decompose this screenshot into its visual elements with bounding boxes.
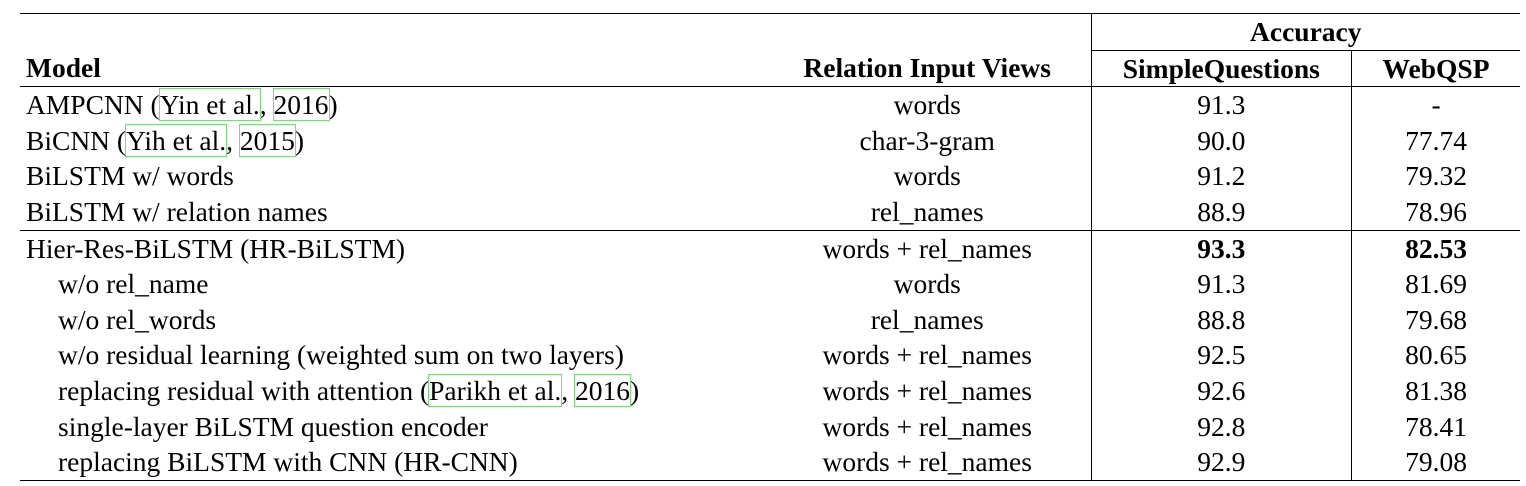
simplequestions-cell: 90.0 <box>1091 122 1353 159</box>
model-cell: replacing BiLSTM with CNN (HR-CNN) <box>20 444 764 481</box>
citation-year-link[interactable]: 2016 <box>272 88 330 122</box>
header-row-accuracy: Accuracy <box>20 13 1520 51</box>
citation-separator: , <box>226 124 240 156</box>
webqsp-cell: 81.38 <box>1405 374 1467 406</box>
views-cell: words + rel_names <box>763 337 1092 373</box>
model-cell: AMPCNN (Yin et al., 2016) <box>20 86 764 123</box>
webqsp-cell: 79.08 <box>1351 444 1520 481</box>
header-webqsp: WebQSP <box>1382 52 1490 84</box>
model-text: ) <box>630 374 640 406</box>
header-row-columns: Model Relation Input Views SimpleQuestio… <box>20 50 1520 87</box>
views-cell: words + rel_names <box>763 229 1092 267</box>
views-cell: words <box>763 266 1092 302</box>
webqsp-cell: 78.96 <box>1405 195 1467 227</box>
simplequestions-cell: 88.9 <box>1091 193 1353 231</box>
webqsp-cell: 79.68 <box>1405 303 1467 335</box>
model-cell: replacing residual with attention (Parik… <box>20 373 764 409</box>
views-cell: words <box>763 158 1092 194</box>
table-row: w/o rel_name words 91.3 81.69 <box>20 266 1520 302</box>
webqsp-cell: 79.32 <box>1405 160 1467 192</box>
webqsp-cell: 80.65 <box>1405 339 1467 371</box>
table-row: w/o residual learning (weighted sum on t… <box>20 337 1520 373</box>
table-row: Hier-Res-BiLSTM (HR-BiLSTM) words + rel_… <box>20 229 1520 267</box>
views-cell: rel_names <box>763 301 1092 338</box>
simplequestions-cell: 93.3 <box>1091 229 1353 267</box>
simplequestions-cell: 91.2 <box>1091 158 1353 194</box>
model-cell: single-layer BiLSTM question encoder <box>58 410 488 442</box>
views-cell: rel_names <box>763 193 1092 231</box>
views-cell: words + rel_names <box>763 444 1092 481</box>
model-cell: w/o residual learning (weighted sum on t… <box>58 339 624 371</box>
table-row: BiLSTM w/ words words 91.2 79.32 <box>20 158 1520 194</box>
simplequestions-cell: 91.3 <box>1091 86 1353 123</box>
citation-separator: , <box>561 374 576 406</box>
simplequestions-cell: 92.5 <box>1091 337 1353 373</box>
views-cell: char-3-gram <box>763 122 1092 159</box>
views-cell: words + rel_names <box>763 372 1092 409</box>
citation-link[interactable]: Yin et al. <box>158 88 261 122</box>
table-row: replacing BiLSTM with CNN (HR-CNN) words… <box>20 444 1520 481</box>
table-row: AMPCNN (Yin et al., 2016) words 91.3 - <box>20 86 1520 123</box>
model-cell: BiLSTM w/ words <box>26 160 234 192</box>
model-text: replacing residual with attention ( <box>58 374 430 406</box>
views-cell: words <box>763 86 1092 123</box>
webqsp-cell: - <box>1351 86 1520 123</box>
model-text: BiCNN ( <box>26 124 127 156</box>
webqsp-cell: 82.53 <box>1351 229 1520 267</box>
table-row: BiLSTM w/ relation names rel_names 88.9 … <box>20 193 1520 231</box>
header-simplequestions: SimpleQuestions <box>1091 50 1353 87</box>
results-table: Accuracy Model Relation Input Views Simp… <box>20 13 1520 481</box>
webqsp-cell: 78.41 <box>1405 410 1467 442</box>
model-cell: w/o rel_name <box>58 268 209 300</box>
model-text: ) <box>294 124 305 156</box>
model-cell: w/o rel_words <box>58 303 217 335</box>
simplequestions-cell: 92.9 <box>1091 444 1353 481</box>
simplequestions-cell: 91.3 <box>1091 266 1353 302</box>
header-blank-model <box>20 13 764 51</box>
model-cell: Hier-Res-BiLSTM (HR-BiLSTM) <box>20 229 764 267</box>
simplequestions-cell: 92.6 <box>1091 372 1353 409</box>
citation-year-link[interactable]: 2016 <box>574 373 632 407</box>
header-accuracy: Accuracy <box>1091 13 1520 51</box>
views-cell: words + rel_names <box>763 408 1092 445</box>
header-model: Model <box>26 52 101 84</box>
citation-link[interactable]: Parikh et al. <box>428 373 563 407</box>
model-cell: BiCNN (Yih et al., 2015) <box>20 123 764 159</box>
header-relation-input-views: Relation Input Views <box>763 50 1092 87</box>
citation-year-link[interactable]: 2015 <box>238 123 296 157</box>
simplequestions-cell: 88.8 <box>1091 301 1353 338</box>
model-cell: BiLSTM w/ relation names <box>26 195 328 227</box>
webqsp-cell: 77.74 <box>1405 124 1467 156</box>
table-row: single-layer BiLSTM question encoder wor… <box>20 408 1520 445</box>
webqsp-cell: 81.69 <box>1405 268 1467 300</box>
simplequestions-cell: 92.8 <box>1091 408 1353 445</box>
model-text: ) <box>328 89 338 121</box>
table-row: BiCNN (Yih et al., 2015) char-3-gram 90.… <box>20 122 1520 159</box>
citation-separator: , <box>259 89 274 121</box>
table-row: replacing residual with attention (Parik… <box>20 372 1520 409</box>
model-text: AMPCNN ( <box>26 89 160 121</box>
table-row: w/o rel_words rel_names 88.8 79.68 <box>20 301 1520 338</box>
citation-link[interactable]: Yih et al. <box>125 123 228 157</box>
header-blank-views <box>763 13 1092 51</box>
